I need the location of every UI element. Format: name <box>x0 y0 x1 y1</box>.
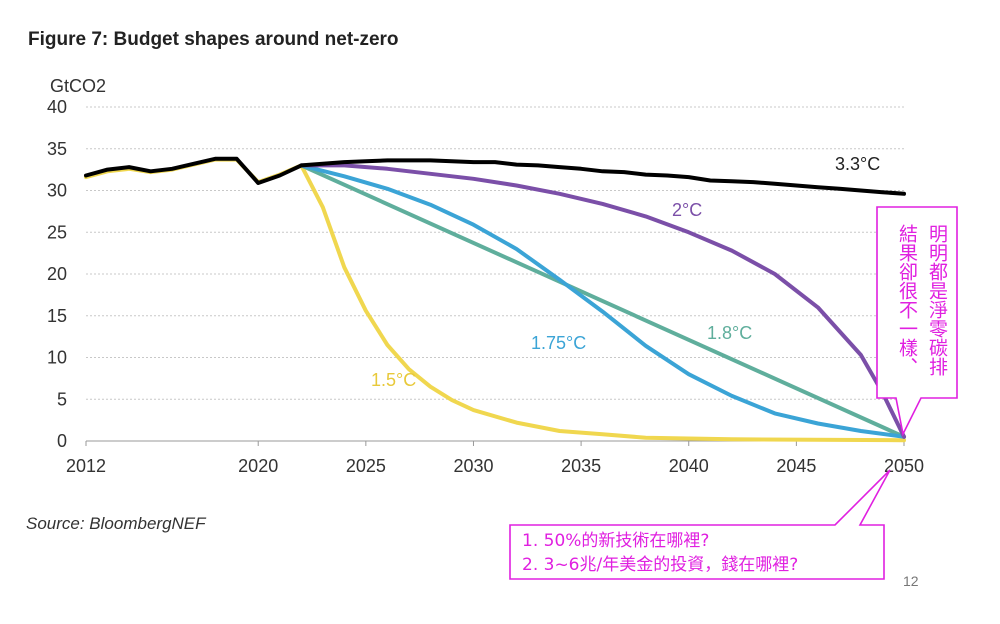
series-label-2c: 2°C <box>672 200 702 220</box>
side-note-col2: 結果卻很不一樣、 <box>896 224 918 376</box>
x-tick-label: 2012 <box>66 456 106 476</box>
series-label-1-5c: 1.5°C <box>371 370 416 390</box>
question-callout: 1. 50%的新技術在哪裡? 2. 3~6兆/年美金的投資，錢在哪裡? <box>509 469 891 580</box>
series-label-1-75c: 1.75°C <box>531 333 586 353</box>
series-label-1-8c: 1.8°C <box>707 323 752 343</box>
question-1: 1. 50%的新技術在哪裡? <box>522 531 709 551</box>
x-tick-label: 2020 <box>238 456 278 476</box>
series-label-3-3c: 3.3°C <box>835 154 880 174</box>
x-tick-label: 2035 <box>561 456 601 476</box>
y-axis-ticks: 40 35 30 25 20 15 10 5 0 <box>47 97 67 451</box>
y-tick-label: 5 <box>57 389 67 409</box>
page-number: 12 <box>903 573 919 589</box>
y-tick-label: 20 <box>47 264 67 284</box>
x-tick-label: 2040 <box>669 456 709 476</box>
figure-title: Figure 7: Budget shapes around net-zero <box>28 29 399 50</box>
y-axis-unit-label: GtCO2 <box>50 76 106 96</box>
x-tick-label: 2025 <box>346 456 386 476</box>
y-tick-label: 30 <box>47 181 67 201</box>
x-axis-ticks: 2012 2020 2025 2030 2035 2040 2045 2050 <box>66 441 924 476</box>
y-tick-label: 0 <box>57 431 67 451</box>
x-tick-label: 2030 <box>453 456 493 476</box>
series-line-1-75-c <box>299 163 906 439</box>
side-note-col1: 明明都是淨零碳排 <box>926 224 948 376</box>
series-line-2-c <box>299 163 906 439</box>
series-line-1-8-c <box>299 163 906 439</box>
y-tick-label: 25 <box>47 222 67 242</box>
series-line-1-5-c <box>84 157 906 443</box>
question-2: 2. 3~6兆/年美金的投資，錢在哪裡? <box>522 555 798 575</box>
side-annotation: 明明都是淨零碳排 結果卻很不一樣、 <box>876 206 958 437</box>
series-lines <box>84 156 906 443</box>
y-tick-label: 35 <box>47 139 67 159</box>
y-tick-label: 10 <box>47 348 67 368</box>
source-note: Source: BloombergNEF <box>26 514 207 533</box>
series-line-3-3-c <box>84 156 906 196</box>
gridlines <box>86 106 904 400</box>
x-tick-label: 2050 <box>884 456 924 476</box>
y-tick-label: 40 <box>47 97 67 117</box>
y-tick-label: 15 <box>47 306 67 326</box>
x-tick-label: 2045 <box>776 456 816 476</box>
